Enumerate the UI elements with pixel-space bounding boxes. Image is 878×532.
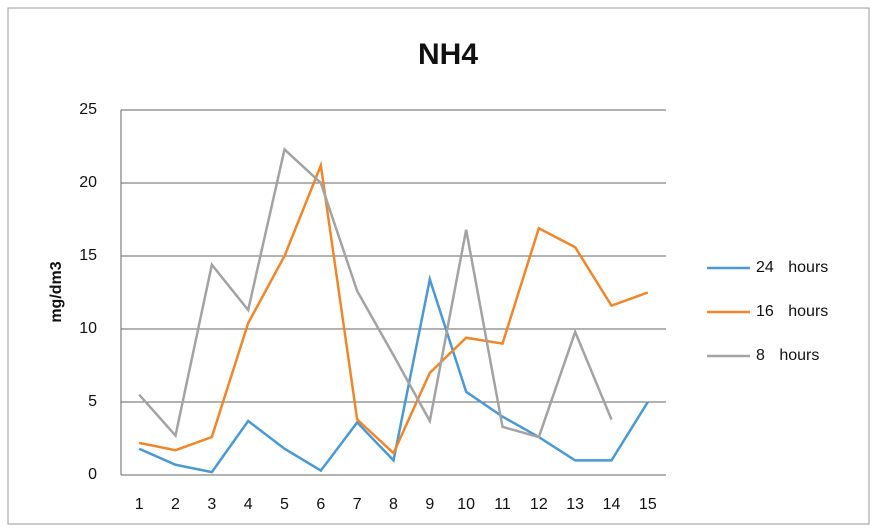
x-tick-label: 11 xyxy=(494,496,511,513)
y-tick-label: 25 xyxy=(79,101,97,118)
x-tick-label: 13 xyxy=(566,496,584,513)
x-tick-label: 3 xyxy=(207,496,216,513)
x-tick-label: 14 xyxy=(603,496,621,513)
x-tick-label: 8 xyxy=(389,496,398,513)
x-tick-label: 9 xyxy=(425,496,434,513)
x-tick-label: 1 xyxy=(135,496,144,513)
series-line xyxy=(138,160,649,456)
chart-title: NH4 xyxy=(418,38,478,71)
y-tick-label: 20 xyxy=(79,174,97,191)
y-tick-label: 10 xyxy=(79,320,97,337)
x-tick-label: 12 xyxy=(530,496,548,513)
x-tick-label: 10 xyxy=(457,496,475,513)
x-tick-label: 4 xyxy=(244,496,253,513)
legend-label: 16 hours xyxy=(756,303,828,320)
legend-label: 8 hours xyxy=(756,347,819,364)
y-tick-label: 15 xyxy=(79,247,97,264)
x-tick-label: 6 xyxy=(316,496,325,513)
series-line xyxy=(138,274,649,474)
legend-label: 24 hours xyxy=(756,259,828,276)
x-tick-label: 15 xyxy=(639,496,657,513)
y-tick-label: 5 xyxy=(88,393,97,410)
series-line xyxy=(138,147,613,439)
x-tick-label: 7 xyxy=(353,496,362,513)
x-tick-label: 2 xyxy=(171,496,180,513)
y-tick-label: 0 xyxy=(88,466,97,483)
y-axis-label: mg/dm3 xyxy=(48,261,65,322)
x-tick-label: 5 xyxy=(280,496,289,513)
chart-border xyxy=(7,7,870,525)
